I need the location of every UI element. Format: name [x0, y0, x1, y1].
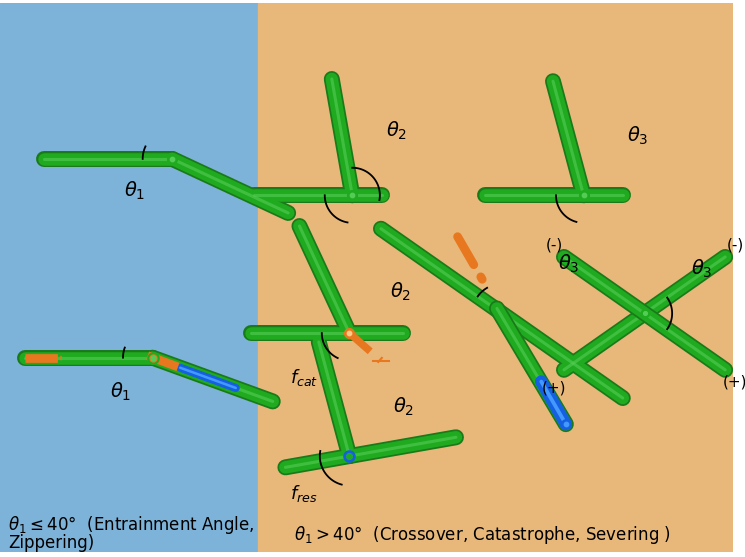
Text: (-): (-)	[726, 238, 744, 253]
Text: $\theta_2$: $\theta_2$	[386, 120, 408, 143]
Text: $\theta_1 > 40°$  (Crossover, Catastrophe, Severing ): $\theta_1 > 40°$ (Crossover, Catastrophe…	[294, 524, 670, 546]
Text: $f_{cat}$: $f_{cat}$	[291, 367, 319, 388]
Text: $f_{res}$: $f_{res}$	[291, 483, 318, 504]
Text: (+): (+)	[723, 374, 745, 389]
Text: $\theta_2$: $\theta_2$	[393, 395, 414, 418]
Text: (+): (+)	[542, 380, 566, 395]
Text: $\theta_1$: $\theta_1$	[124, 179, 145, 202]
Text: $\theta_1 \leq 40°$  (Entrainment Angle,: $\theta_1 \leq 40°$ (Entrainment Angle,	[8, 514, 255, 536]
Text: (-): (-)	[545, 238, 562, 253]
Text: $\theta_1$: $\theta_1$	[110, 381, 132, 403]
Text: $\theta_3$: $\theta_3$	[558, 253, 580, 275]
Text: $\theta_2$: $\theta_2$	[390, 281, 411, 303]
Text: Zippering): Zippering)	[8, 534, 94, 551]
Text: $\theta_3$: $\theta_3$	[627, 125, 648, 148]
Text: $\theta_3$: $\theta_3$	[691, 258, 712, 280]
Bar	[258, 3, 733, 551]
Bar	[0, 3, 258, 551]
